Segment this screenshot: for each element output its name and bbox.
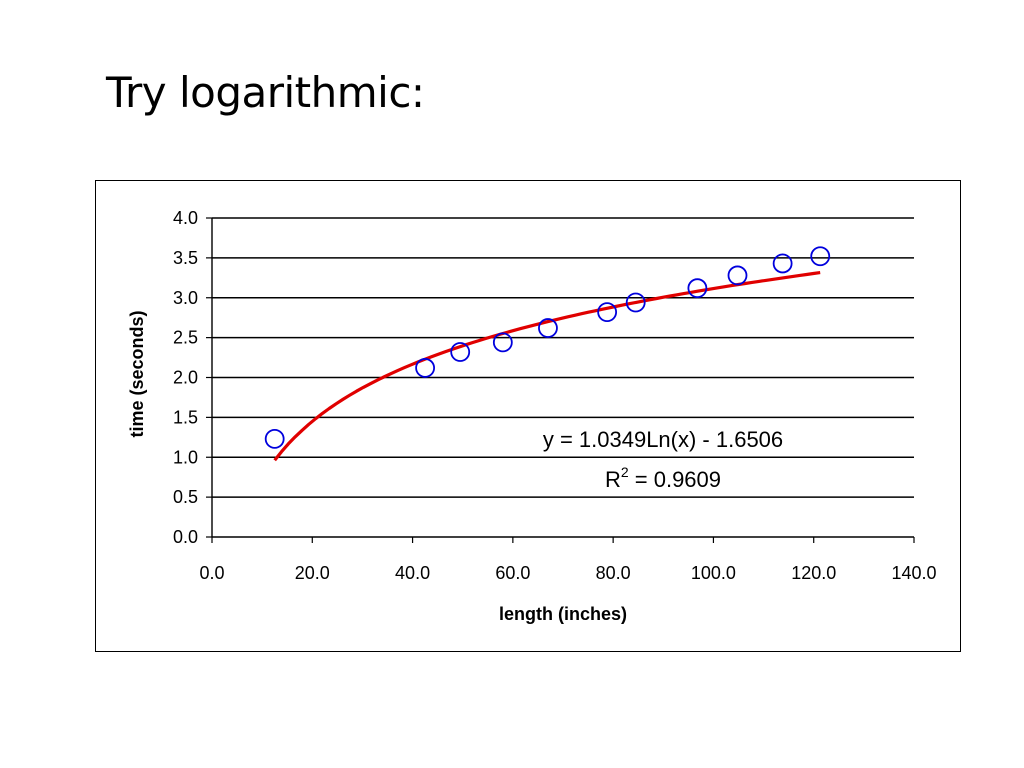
y-tick-label: 2.0 (173, 368, 198, 388)
data-points (264, 246, 831, 449)
trendline-group (273, 271, 821, 462)
y-tick-label: 1.5 (173, 407, 198, 427)
data-point (415, 358, 436, 378)
axes (206, 217, 915, 543)
x-tick-label: 60.0 (495, 563, 530, 583)
r-squared-letter: R (605, 467, 621, 492)
data-point (625, 292, 646, 313)
chart-frame: 0.0 0.5 1.0 1.5 2.0 2.5 3.0 3.5 4.0 0.0 20.0 40.0 6… (95, 180, 961, 652)
data-point (772, 253, 793, 274)
r-squared-label: R2 = 0.9609 (605, 464, 721, 492)
data-point (597, 302, 618, 323)
data-point (687, 278, 708, 299)
y-tick-label: 0.0 (173, 527, 198, 547)
y-tick-label: 2.5 (173, 328, 198, 348)
x-tick-label: 140.0 (891, 563, 936, 583)
y-tick-label: 0.5 (173, 487, 198, 507)
x-tick-labels: 0.0 20.0 40.0 60.0 80.0 100.0 120.0 140.0 (199, 563, 936, 583)
y-axis-label: time (seconds) (127, 310, 147, 437)
x-tick-label: 120.0 (791, 563, 836, 583)
data-point (492, 332, 513, 353)
data-point (727, 265, 748, 286)
y-tick-label: 1.0 (173, 447, 198, 467)
scatter-chart: 0.0 0.5 1.0 1.5 2.0 2.5 3.0 3.5 4.0 0.0 20.0 40.0 6… (127, 208, 937, 624)
data-point (810, 246, 831, 267)
y-tick-labels: 0.0 0.5 1.0 1.5 2.0 2.5 3.0 3.5 4.0 (173, 208, 198, 547)
data-point (450, 342, 471, 362)
trendline (273, 271, 821, 462)
x-axis-label: length (inches) (499, 604, 627, 624)
data-point (538, 318, 558, 338)
r-squared-superscript: 2 (621, 464, 629, 480)
r-squared-value: = 0.9609 (629, 467, 721, 492)
x-tick-label: 100.0 (691, 563, 736, 583)
y-tick-label: 3.0 (173, 288, 198, 308)
x-tick-label: 40.0 (395, 563, 430, 583)
gridlines (212, 217, 914, 498)
x-tick-label: 0.0 (199, 563, 224, 583)
x-tick-label: 20.0 (295, 563, 330, 583)
data-point (264, 429, 285, 449)
y-tick-label: 3.5 (173, 248, 198, 268)
slide-title: Try logarithmic: (106, 68, 425, 117)
y-tick-label: 4.0 (173, 208, 198, 228)
trendline-equation: y = 1.0349Ln(x) - 1.6506 (543, 427, 783, 452)
x-tick-label: 80.0 (596, 563, 631, 583)
